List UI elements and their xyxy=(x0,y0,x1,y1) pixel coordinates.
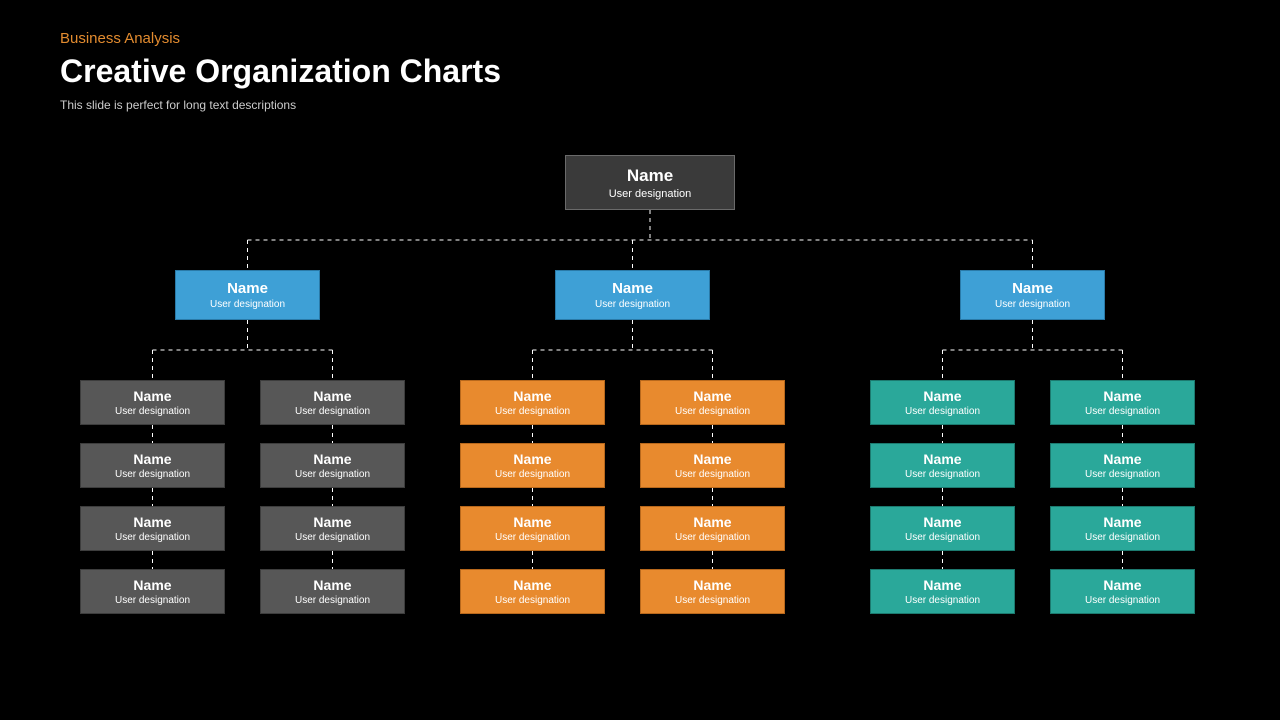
node-designation: User designation xyxy=(675,469,750,480)
node-designation: User designation xyxy=(115,406,190,417)
node-name: Name xyxy=(612,280,653,297)
node-name: Name xyxy=(513,388,551,404)
org-leaf-node: Name User designation xyxy=(1050,380,1195,425)
node-name: Name xyxy=(227,280,268,297)
node-name: Name xyxy=(627,166,673,186)
node-designation: User designation xyxy=(1085,532,1160,543)
org-leaf-node: Name User designation xyxy=(80,443,225,488)
node-name: Name xyxy=(693,514,731,530)
node-name: Name xyxy=(923,388,961,404)
node-name: Name xyxy=(313,514,351,530)
org-leaf-node: Name User designation xyxy=(260,569,405,614)
node-name: Name xyxy=(313,451,351,467)
org-leaf-node: Name User designation xyxy=(460,569,605,614)
node-name: Name xyxy=(1103,577,1141,593)
node-name: Name xyxy=(513,451,551,467)
org-leaf-node: Name User designation xyxy=(870,569,1015,614)
node-name: Name xyxy=(1103,451,1141,467)
org-leaf-node: Name User designation xyxy=(460,443,605,488)
node-name: Name xyxy=(313,577,351,593)
org-leaf-node: Name User designation xyxy=(80,380,225,425)
org-leaf-node: Name User designation xyxy=(260,443,405,488)
node-name: Name xyxy=(513,514,551,530)
org-branch-head: Name User designation xyxy=(175,270,320,320)
node-name: Name xyxy=(133,514,171,530)
node-name: Name xyxy=(923,451,961,467)
node-designation: User designation xyxy=(295,532,370,543)
org-leaf-node: Name User designation xyxy=(640,380,785,425)
node-name: Name xyxy=(693,577,731,593)
node-name: Name xyxy=(133,451,171,467)
node-name: Name xyxy=(313,388,351,404)
org-leaf-node: Name User designation xyxy=(460,380,605,425)
org-leaf-node: Name User designation xyxy=(260,380,405,425)
node-designation: User designation xyxy=(495,532,570,543)
node-designation: User designation xyxy=(675,532,750,543)
node-designation: User designation xyxy=(609,188,692,200)
node-designation: User designation xyxy=(295,595,370,606)
org-leaf-node: Name User designation xyxy=(640,569,785,614)
node-designation: User designation xyxy=(115,532,190,543)
node-designation: User designation xyxy=(595,299,670,310)
node-designation: User designation xyxy=(115,469,190,480)
node-designation: User designation xyxy=(995,299,1070,310)
node-designation: User designation xyxy=(295,469,370,480)
org-chart: Name User designation Name User designation… xyxy=(0,0,1280,720)
org-root-node: Name User designation xyxy=(565,155,735,210)
node-designation: User designation xyxy=(905,469,980,480)
org-leaf-node: Name User designation xyxy=(460,506,605,551)
node-designation: User designation xyxy=(675,595,750,606)
org-leaf-node: Name User designation xyxy=(870,443,1015,488)
node-designation: User designation xyxy=(495,595,570,606)
org-leaf-node: Name User designation xyxy=(640,506,785,551)
org-leaf-node: Name User designation xyxy=(1050,506,1195,551)
node-name: Name xyxy=(923,514,961,530)
node-designation: User designation xyxy=(905,595,980,606)
node-designation: User designation xyxy=(905,406,980,417)
node-designation: User designation xyxy=(295,406,370,417)
org-leaf-node: Name User designation xyxy=(640,443,785,488)
org-leaf-node: Name User designation xyxy=(260,506,405,551)
node-designation: User designation xyxy=(115,595,190,606)
node-designation: User designation xyxy=(210,299,285,310)
node-name: Name xyxy=(1012,280,1053,297)
org-leaf-node: Name User designation xyxy=(80,506,225,551)
node-designation: User designation xyxy=(905,532,980,543)
org-leaf-node: Name User designation xyxy=(1050,569,1195,614)
org-leaf-node: Name User designation xyxy=(80,569,225,614)
node-name: Name xyxy=(923,577,961,593)
org-branch-head: Name User designation xyxy=(555,270,710,320)
node-designation: User designation xyxy=(1085,469,1160,480)
node-designation: User designation xyxy=(495,469,570,480)
node-designation: User designation xyxy=(675,406,750,417)
org-branch-head: Name User designation xyxy=(960,270,1105,320)
node-name: Name xyxy=(1103,388,1141,404)
node-name: Name xyxy=(693,388,731,404)
node-name: Name xyxy=(513,577,551,593)
node-designation: User designation xyxy=(495,406,570,417)
org-leaf-node: Name User designation xyxy=(1050,443,1195,488)
org-leaf-node: Name User designation xyxy=(870,380,1015,425)
node-name: Name xyxy=(1103,514,1141,530)
node-name: Name xyxy=(133,388,171,404)
node-designation: User designation xyxy=(1085,406,1160,417)
node-designation: User designation xyxy=(1085,595,1160,606)
org-leaf-node: Name User designation xyxy=(870,506,1015,551)
node-name: Name xyxy=(693,451,731,467)
node-name: Name xyxy=(133,577,171,593)
